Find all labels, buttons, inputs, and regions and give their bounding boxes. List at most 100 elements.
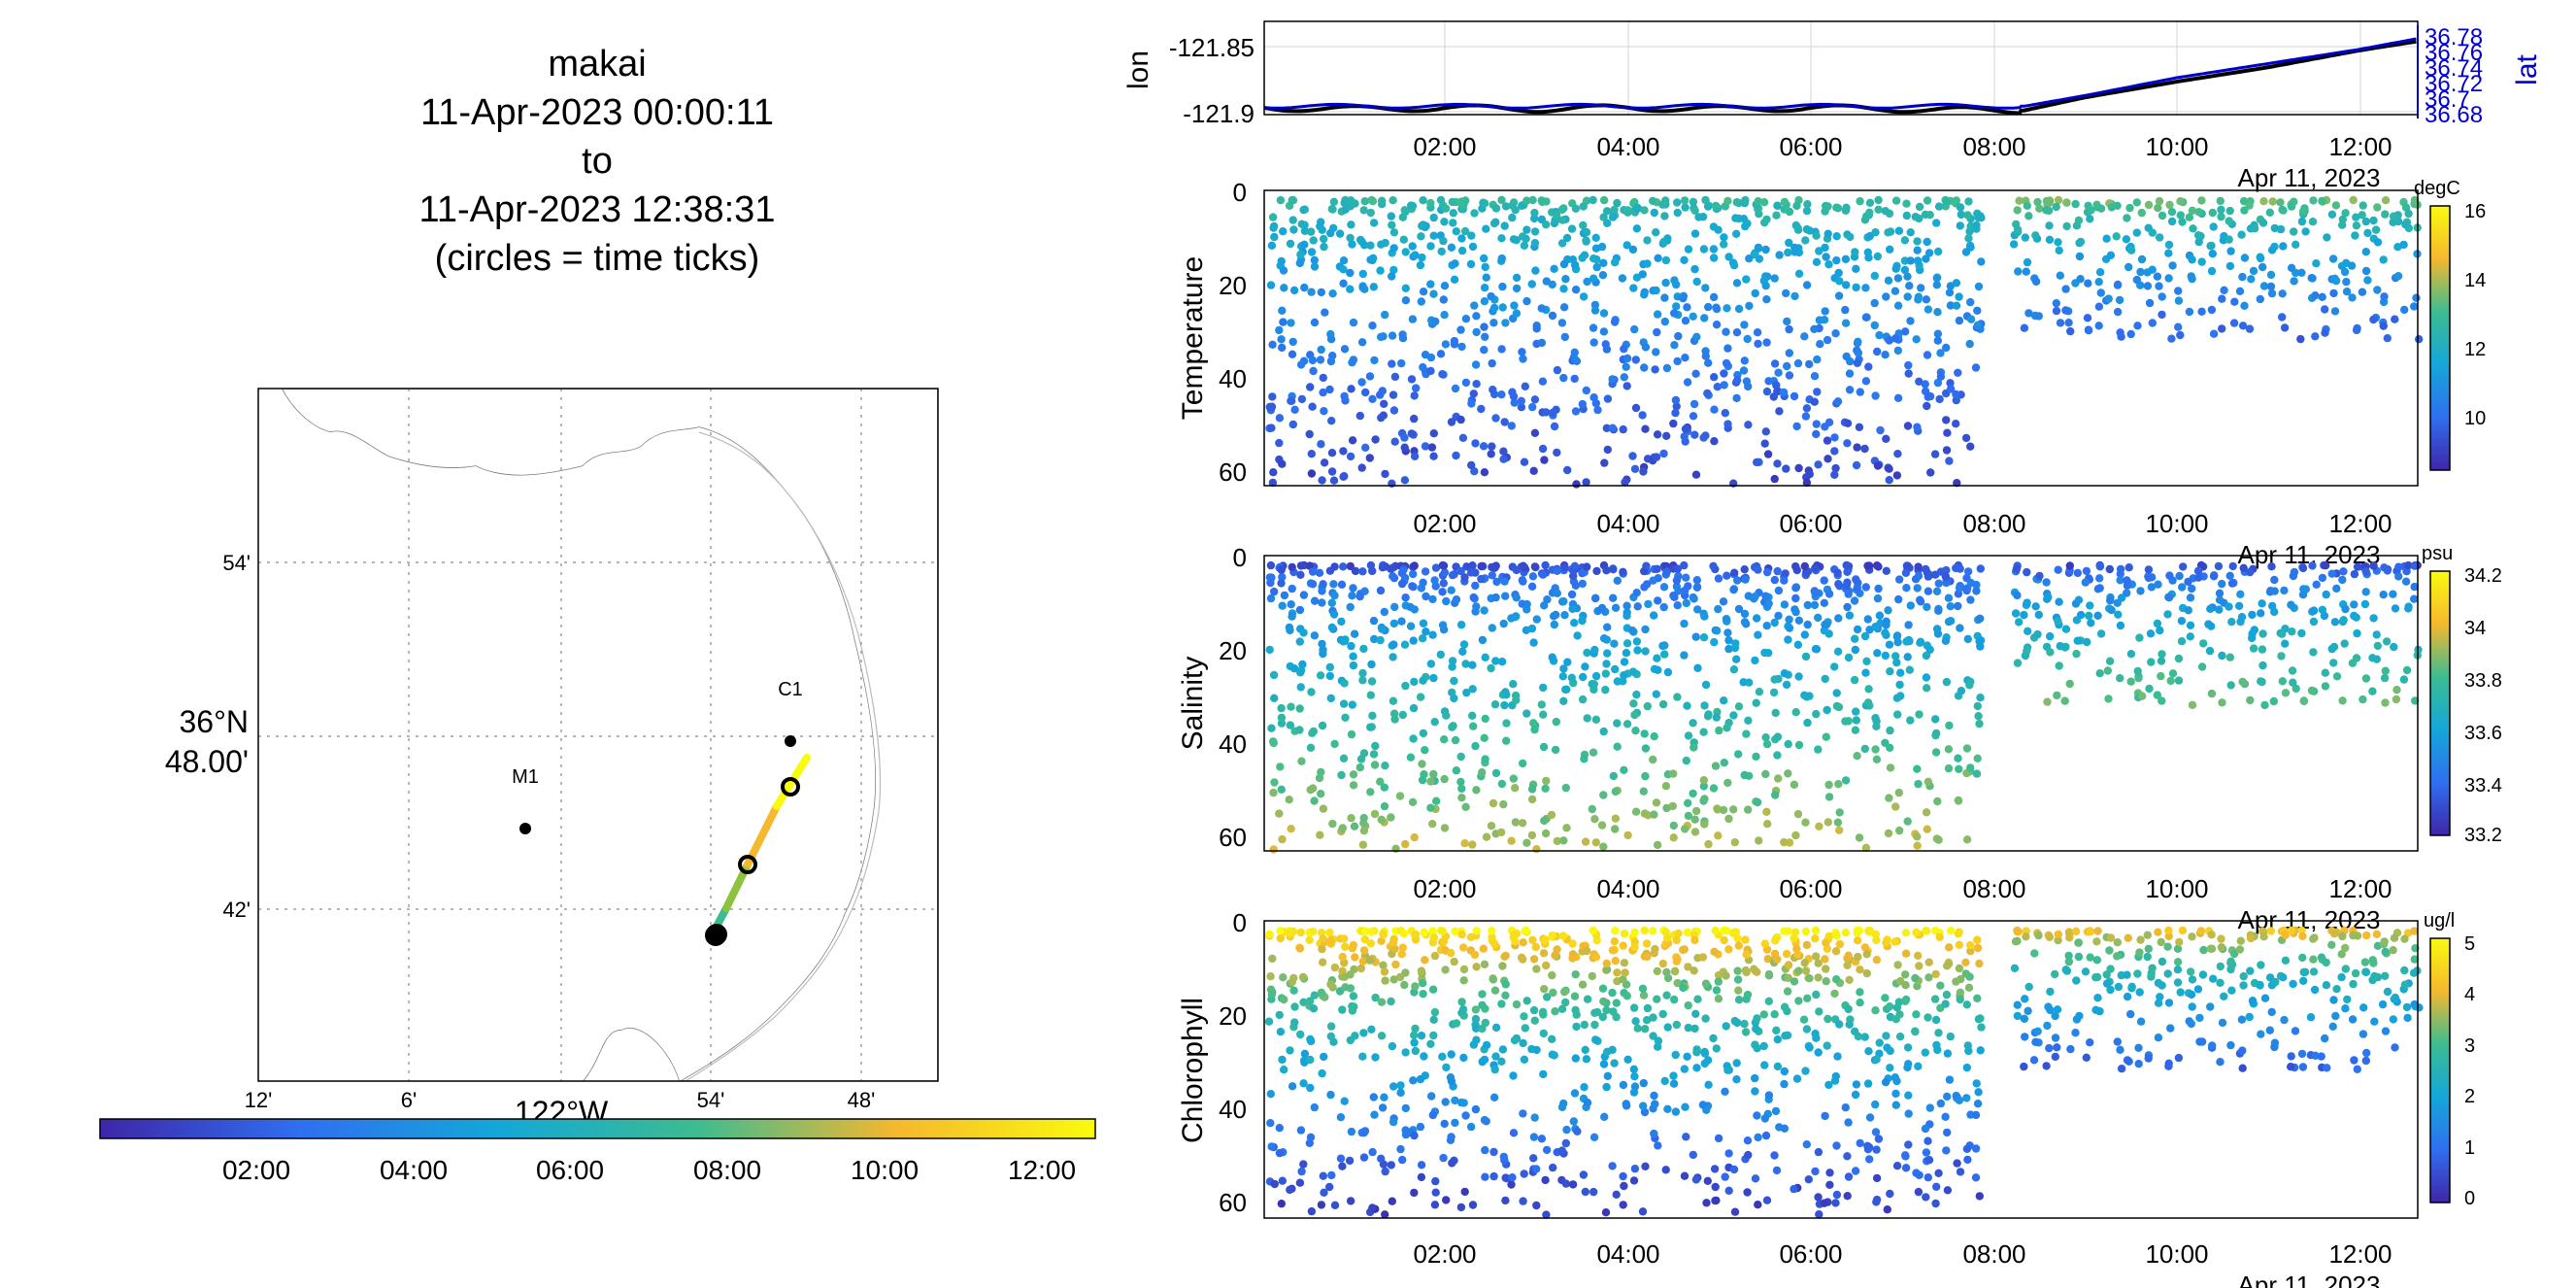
- data-point: [1482, 832, 1491, 841]
- data-point: [1669, 833, 1678, 842]
- data-point: [2055, 246, 2063, 254]
- data-point: [1307, 1036, 1316, 1046]
- data-point: [1429, 769, 1438, 779]
- data-point: [1397, 358, 1406, 368]
- data-point: [1487, 663, 1495, 673]
- data-point: [2106, 251, 2116, 259]
- data-point: [1561, 1138, 1571, 1148]
- data-point: [1943, 1092, 1952, 1102]
- data-point: [1539, 742, 1549, 752]
- data-point: [2359, 1003, 2368, 1012]
- data-point: [2163, 610, 2172, 619]
- data-point: [1703, 389, 1712, 398]
- data-point: [2270, 575, 2279, 585]
- temperature-panel: Temperature 0 20 40 60 02:00 04:00 06:00…: [1177, 178, 2486, 569]
- data-point: [1764, 997, 1774, 1006]
- data-point: [1892, 1076, 1901, 1086]
- data-point: [2157, 937, 2165, 947]
- data-point: [1734, 304, 1744, 314]
- data-point: [1761, 769, 1770, 779]
- data-point: [1451, 1096, 1459, 1105]
- chlorophyll-xticks: 02:00 04:00 06:00 08:00 10:00 12:00: [1413, 1239, 2392, 1269]
- data-point: [1811, 934, 1820, 943]
- data-point: [1336, 1113, 1346, 1122]
- data-point: [1391, 960, 1400, 969]
- data-point: [1956, 1168, 1965, 1176]
- data-point: [1784, 248, 1792, 257]
- data-point: [1794, 616, 1804, 625]
- data-point: [2225, 653, 2234, 661]
- data-point: [1973, 306, 1982, 315]
- data-point: [1903, 561, 1913, 570]
- data-point: [1299, 205, 1308, 215]
- data-point: [1583, 648, 1591, 658]
- ytick: -121.9: [1183, 99, 1255, 128]
- data-point: [1346, 1035, 1355, 1045]
- data-point: [1582, 227, 1591, 237]
- data-point: [2347, 261, 2357, 270]
- data-point: [1812, 1034, 1821, 1042]
- data-point: [1669, 821, 1679, 830]
- data-point: [1753, 328, 1762, 337]
- data-point: [2260, 700, 2269, 710]
- data-point: [1680, 619, 1689, 628]
- data-point: [1389, 228, 1399, 237]
- data-point: [1499, 799, 1508, 809]
- data-point: [1886, 1002, 1894, 1011]
- data-point: [1317, 440, 1325, 449]
- data-point: [1710, 1165, 1720, 1173]
- data-point: [2095, 584, 2104, 593]
- data-point: [1723, 927, 1731, 935]
- data-point: [1914, 1062, 1923, 1071]
- data-point: [1306, 743, 1316, 752]
- data-point: [1790, 291, 1799, 301]
- data-point: [1740, 609, 1750, 619]
- data-point: [1387, 997, 1395, 1006]
- data-point: [1457, 794, 1466, 802]
- data-point: [1318, 598, 1326, 607]
- data-point: [1713, 627, 1722, 635]
- data-point: [2216, 978, 2225, 987]
- data-point: [1590, 645, 1599, 655]
- data-point: [1649, 196, 1657, 206]
- data-point: [1340, 472, 1349, 481]
- xtick: 08:00: [1962, 1239, 2025, 1269]
- data-point: [2116, 1045, 2124, 1055]
- data-point: [1639, 1102, 1648, 1110]
- data-point: [1772, 381, 1781, 390]
- data-point: [1724, 1186, 1733, 1196]
- data-point: [2154, 1034, 2163, 1042]
- data-point: [1917, 284, 1925, 292]
- data-point: [1448, 197, 1457, 207]
- colorbar-tick: 33.2: [2464, 825, 2502, 846]
- data-point: [1650, 1091, 1658, 1101]
- data-point: [1753, 614, 1761, 623]
- data-point: [1770, 1010, 1779, 1019]
- data-point: [1780, 1079, 1789, 1089]
- data-point: [1684, 811, 1693, 821]
- data-point: [1349, 584, 1357, 593]
- data-point: [1357, 463, 1366, 472]
- data-point: [1499, 447, 1508, 456]
- data-point: [1936, 1099, 1946, 1108]
- colorbar-tick: 12: [2464, 339, 2486, 360]
- data-point: [1309, 927, 1318, 936]
- data-point: [2175, 937, 2184, 947]
- data-point: [2361, 967, 2371, 976]
- data-point: [1653, 654, 1661, 662]
- data-point: [1528, 195, 1537, 205]
- data-point: [2158, 310, 2166, 320]
- data-point: [1419, 196, 1427, 205]
- data-point: [1734, 198, 1744, 208]
- data-point: [1731, 928, 1741, 936]
- data-point: [1599, 213, 1608, 221]
- data-point: [1643, 259, 1652, 268]
- data-point: [2106, 965, 2115, 973]
- data-point: [1702, 1199, 1711, 1207]
- colorbar-tick: 1: [2464, 1137, 2475, 1159]
- data-point: [1410, 414, 1419, 424]
- data-point: [1286, 721, 1295, 729]
- data-point: [1590, 1020, 1599, 1030]
- data-point: [1580, 1083, 1589, 1092]
- data-point: [1459, 1099, 1468, 1107]
